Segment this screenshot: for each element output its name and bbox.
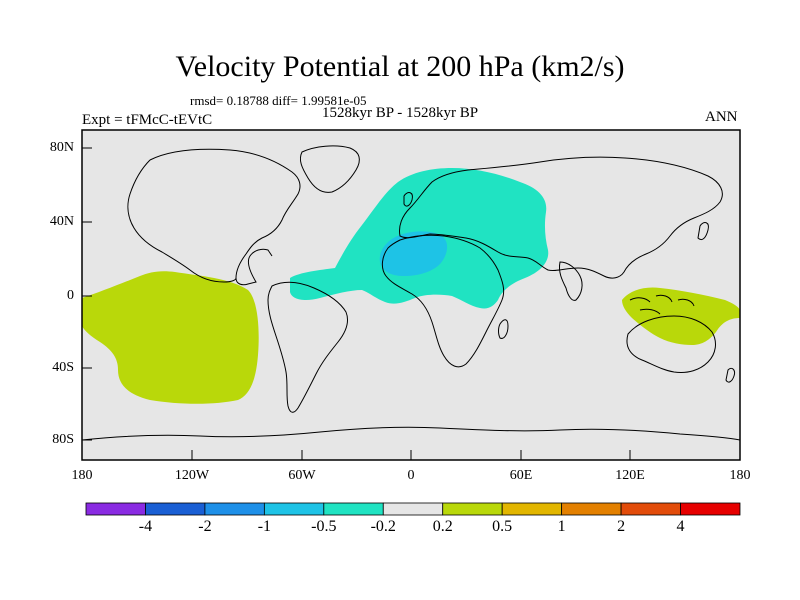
coastline-madagascar <box>498 319 509 339</box>
coastline-australia <box>626 315 716 373</box>
lat-label-0: 0 <box>67 288 74 303</box>
lat-label-40n: 40N <box>49 214 74 229</box>
colorbar-label: 2 <box>617 518 626 535</box>
lon-label-0: 0 <box>407 468 415 483</box>
coastline-north-america <box>127 148 301 286</box>
colorbar-label: -1 <box>257 518 272 535</box>
coastline-greenland <box>299 145 360 193</box>
plot-title: Velocity Potential at 200 hPa (km2/s) <box>175 50 625 83</box>
coastline-antarctica <box>81 426 741 441</box>
lat-label-80s: 80S <box>52 432 74 447</box>
coastline-japan <box>697 222 709 241</box>
plot-subtitle: rmsd= 0.18788 diff= 1.99581e-05 <box>190 93 367 108</box>
lon-label-60e: 60E <box>509 468 533 483</box>
period-label: 1528kyr BP - 1528kyr BP <box>322 105 479 121</box>
colorbar-label: -0.5 <box>311 518 337 535</box>
colorbar-label: 0.2 <box>432 518 453 535</box>
coastline-eurasia <box>399 156 723 279</box>
colorbar-swatch <box>561 502 622 516</box>
positive-region-east-pacific <box>82 271 259 404</box>
lon-label-180w: 180 <box>71 468 93 483</box>
colorbar-swatch <box>620 502 681 516</box>
colorbar-label: -2 <box>198 518 212 535</box>
coastline-new-zealand <box>725 367 735 383</box>
lat-label-80n: 80N <box>49 140 74 155</box>
coastline-india <box>559 261 583 301</box>
coastlines <box>81 145 741 441</box>
coastline-indonesia <box>629 294 695 315</box>
negative-core-north-africa <box>379 231 448 276</box>
lon-label-120w: 120W <box>174 468 210 483</box>
lon-label-120e: 120E <box>615 468 645 483</box>
colorbar-label: 1 <box>557 518 566 535</box>
colorbar-swatch <box>680 502 741 516</box>
lat-label-40s: 40S <box>52 360 74 375</box>
longitude-ticks <box>81 450 741 460</box>
season-label: ANN <box>705 109 738 125</box>
colorbar-label: -0.2 <box>370 518 396 535</box>
colorbar-swatch <box>204 502 265 516</box>
experiment-label: Expt = tFMcC-tEVtC <box>82 112 213 128</box>
colorbar-label: 0.5 <box>492 518 513 535</box>
colorbar-swatch <box>442 502 503 516</box>
coastline-south-america <box>267 281 349 413</box>
coastline-africa <box>381 234 505 368</box>
colorbar-swatch <box>85 502 146 516</box>
latitude-ticks <box>82 147 92 441</box>
colorbar-label: 4 <box>676 518 685 535</box>
colorbar-swatch <box>382 502 444 516</box>
colorbar-swatch <box>501 502 563 516</box>
colorbar-swatch <box>323 502 384 516</box>
colorbar-label: -4 <box>138 518 153 535</box>
coastline-uk <box>403 192 413 207</box>
colorbar-swatch <box>263 502 325 516</box>
lon-label-180e: 180 <box>729 468 751 483</box>
lon-label-60w: 60W <box>288 468 316 483</box>
colorbar <box>85 502 741 516</box>
colorbar-swatch <box>145 502 206 516</box>
